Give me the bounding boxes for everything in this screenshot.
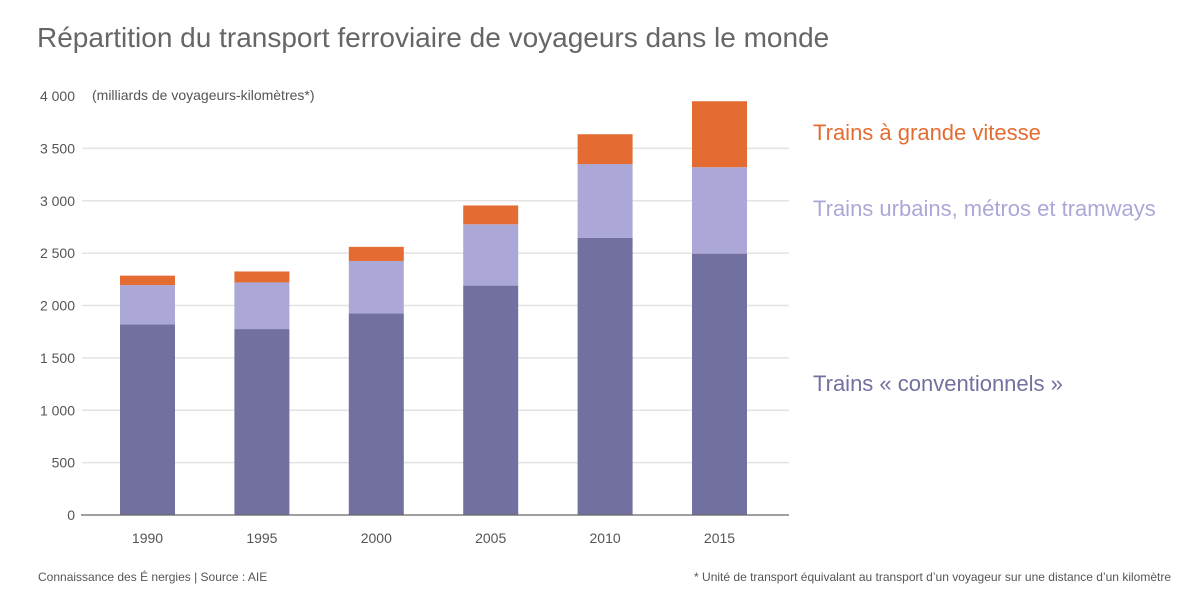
x-tick-label: 1995	[246, 530, 277, 546]
y-tick-label: 3 500	[40, 140, 75, 156]
x-tick-label: 2015	[704, 530, 735, 546]
legend-conventionnels: Trains « conventionnels »	[813, 371, 1063, 396]
y-tick-label: 4 000	[40, 88, 75, 104]
bar-conventionnels-2000	[348, 313, 404, 515]
legend-urbains: Trains urbains, métros et tramways	[813, 196, 1156, 221]
x-tick-label: 2005	[475, 530, 506, 546]
bar-urbains-1995	[234, 282, 290, 330]
bars	[120, 101, 747, 515]
y-tick-label: 1 000	[40, 402, 75, 418]
footnote: * Unité de transport équivalant au trans…	[694, 570, 1171, 584]
y-tick-label: 500	[52, 455, 76, 471]
y-unit-label: (milliards de voyageurs-kilomètres*)	[92, 87, 315, 103]
bar-urbains-2000	[348, 260, 404, 314]
legend-grande-vitesse: Trains à grande vitesse	[813, 120, 1041, 145]
y-tick-label: 0	[67, 507, 75, 523]
bar-conventionnels-1995	[234, 329, 290, 515]
x-tick-labels: 1990 1995 2000 2005 2010 2015	[132, 530, 735, 546]
bar-conventionnels-2005	[463, 285, 519, 515]
bar-urbains-1990	[120, 285, 175, 325]
x-tick-label: 1990	[132, 530, 163, 546]
bar-urbains-2010	[577, 164, 633, 238]
y-tick-label: 3 000	[40, 193, 75, 209]
y-tick-label: 2 000	[40, 298, 75, 314]
bar-grande_vitesse-2000	[348, 246, 404, 261]
bar-grande_vitesse-1990	[120, 275, 175, 286]
bar-urbains-2005	[463, 224, 519, 286]
bar-conventionnels-1990	[120, 324, 175, 515]
bar-grande_vitesse-2005	[463, 205, 519, 225]
y-tick-label: 1 500	[40, 350, 75, 366]
bar-grande_vitesse-1995	[234, 271, 290, 283]
gridlines	[82, 147, 789, 464]
bar-grande_vitesse-2010	[577, 134, 633, 165]
bar-urbains-2015	[692, 167, 747, 254]
bar-conventionnels-2015	[692, 253, 747, 515]
chart-title: Répartition du transport ferroviaire de …	[37, 22, 830, 53]
source-footer: Connaissance des É nergies | Source : AI…	[38, 570, 268, 584]
y-tick-label: 2 500	[40, 245, 75, 261]
x-tick-label: 2010	[590, 530, 621, 546]
y-tick-labels: 0 500 1 000 1 500 2 000 2 500 3 000 3 500 4 000	[40, 88, 75, 523]
bar-grande_vitesse-2015	[692, 101, 747, 168]
x-tick-label: 2000	[361, 530, 392, 546]
bar-conventionnels-2010	[577, 237, 633, 515]
